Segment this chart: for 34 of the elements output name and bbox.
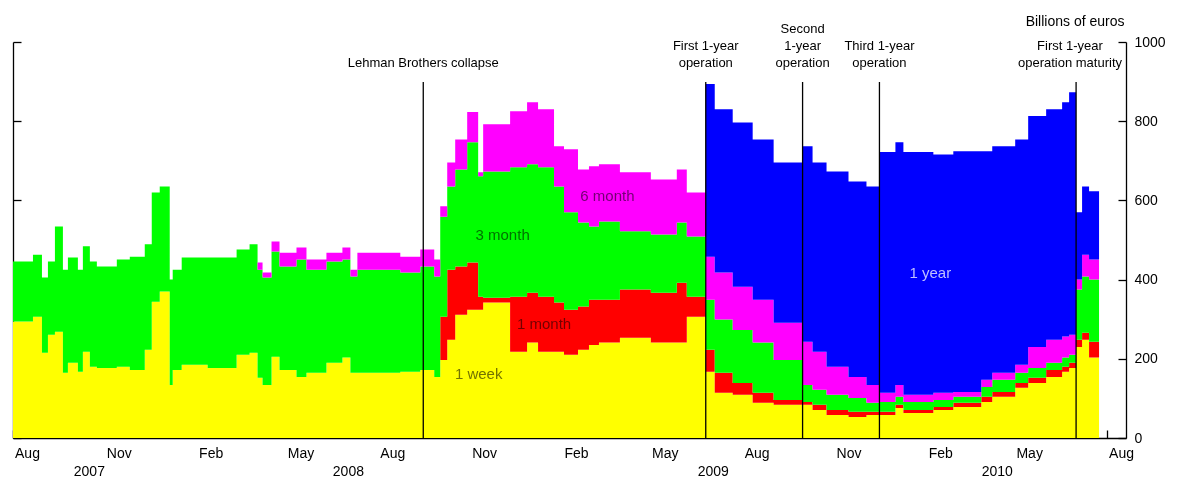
x-tick-label: Nov [472, 444, 498, 461]
x-tick-label: Nov [836, 444, 862, 461]
text: 2008 [332, 463, 365, 479]
y-tick-label: 0 [1134, 429, 1143, 446]
x-tick-label: Nov [106, 444, 132, 461]
x-tick-label: May [1016, 444, 1043, 461]
x-tick-label: Feb [199, 444, 224, 461]
x-tick-label: Feb [928, 444, 954, 461]
x-tick-label: Aug [15, 444, 40, 461]
ref-line-label: Third 1-year operation [844, 38, 916, 70]
series-label: 1 year [909, 264, 952, 282]
y-tick-label: 600 [1134, 191, 1159, 208]
series-label: 1 month [516, 315, 572, 333]
x-tick-label: Aug [1109, 444, 1134, 461]
ref-line-label: Second 1-year operation [775, 21, 830, 70]
y-axis-title: Billions of euros [1025, 12, 1125, 29]
x-tick-label: Feb [564, 444, 589, 461]
x-tick-label: May [287, 444, 315, 461]
x-tick-label: Aug [744, 444, 770, 461]
series-label: 3 month [475, 225, 530, 243]
series-label: 1 week [454, 364, 503, 382]
series-label: 6 month [580, 187, 635, 205]
y-tick-label: 1000 [1134, 33, 1166, 50]
text: 2009 [697, 463, 730, 479]
text: 2007 [73, 463, 106, 479]
ref-line-label: First 1-year operation [672, 38, 740, 70]
y-tick-label: 800 [1134, 112, 1159, 129]
x-tick-label: Aug [380, 444, 406, 461]
y-tick-label: 400 [1134, 271, 1159, 288]
x-tick-label: May [652, 444, 679, 461]
text: 2010 [981, 463, 1014, 479]
ref-line-label: Lehman Brothers collapse [347, 55, 499, 70]
y-tick-label: 200 [1134, 350, 1159, 367]
ref-line-label: First 1-year operation maturity [1017, 38, 1123, 70]
